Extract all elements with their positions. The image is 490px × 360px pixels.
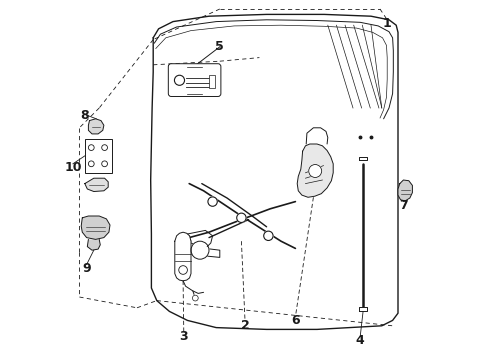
Circle shape [179,266,187,274]
Circle shape [102,145,107,150]
Text: 9: 9 [82,262,91,275]
Text: 4: 4 [356,334,365,347]
Text: 3: 3 [179,330,188,343]
Circle shape [208,197,217,206]
FancyBboxPatch shape [169,64,221,96]
Text: 6: 6 [291,314,300,327]
Polygon shape [360,307,367,311]
Polygon shape [398,180,413,201]
Circle shape [102,161,107,167]
Polygon shape [87,239,100,250]
Text: 2: 2 [241,319,249,332]
Circle shape [193,295,198,301]
Text: 8: 8 [80,109,89,122]
Polygon shape [88,119,104,134]
Bar [85,139,112,173]
Text: 5: 5 [216,40,224,53]
Polygon shape [175,232,191,281]
Circle shape [88,161,94,167]
Polygon shape [85,178,108,192]
Text: 10: 10 [64,161,82,174]
Polygon shape [297,144,333,197]
Polygon shape [81,216,110,239]
Polygon shape [360,157,367,160]
Bar [209,75,216,88]
Circle shape [237,213,246,222]
Circle shape [264,231,273,240]
Circle shape [309,165,321,177]
Text: 1: 1 [383,17,392,30]
Circle shape [191,241,209,259]
Circle shape [88,145,94,150]
Text: 7: 7 [399,199,408,212]
